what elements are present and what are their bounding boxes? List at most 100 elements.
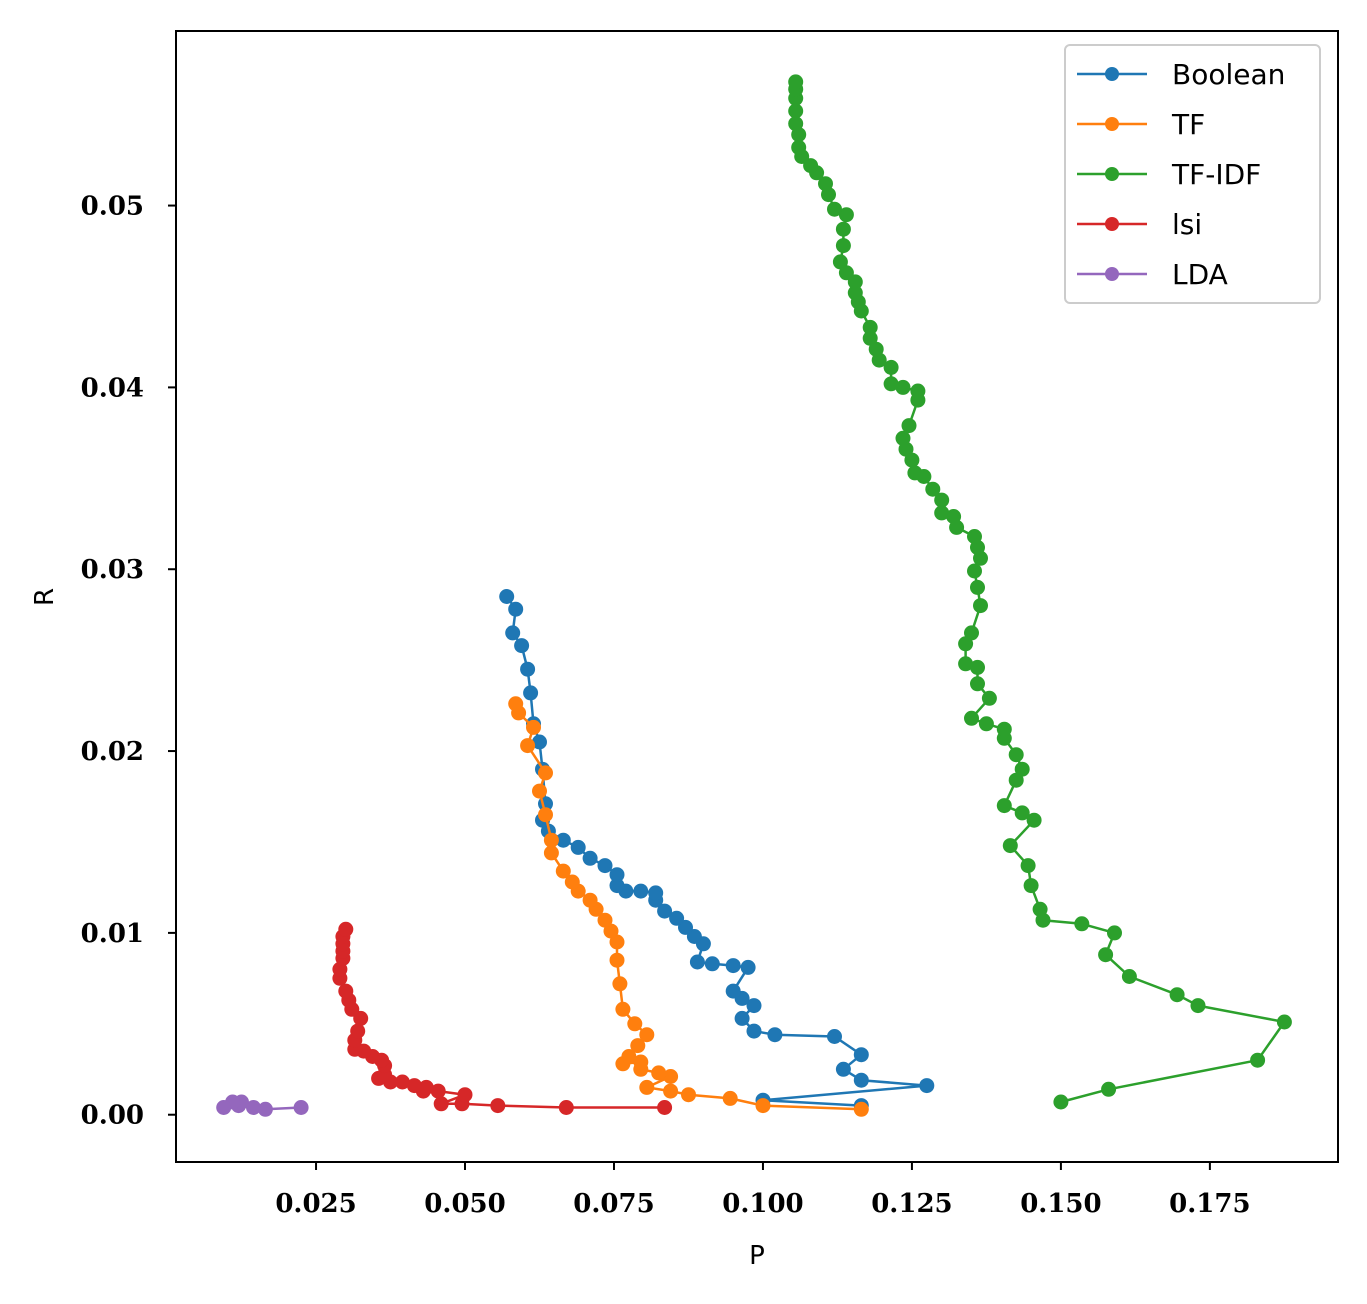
data-point-tf-idf [925, 481, 941, 497]
legend-marker [1105, 267, 1119, 281]
data-point-tf [627, 1016, 643, 1032]
data-point-tf-idf [1002, 838, 1018, 854]
data-point-tf-idf [1014, 761, 1030, 777]
legend-marker [1105, 67, 1119, 81]
data-point-tf-idf [967, 563, 982, 579]
data-point-tf [639, 1079, 655, 1095]
data-point-boolean [609, 878, 625, 894]
data-point-tf-idf [832, 254, 848, 270]
data-point-tf [633, 1054, 649, 1070]
data-point-lsi [490, 1098, 506, 1114]
x-tick-label: 0.050 [424, 1189, 505, 1219]
data-point-tf-idf [970, 579, 985, 595]
data-point-boolean [523, 685, 539, 701]
data-point-lsi [457, 1087, 473, 1103]
x-tick-label: 0.025 [275, 1189, 356, 1219]
data-point-lda [216, 1100, 232, 1115]
data-point-tf [526, 719, 541, 735]
data-point-tf-idf [1023, 878, 1039, 894]
data-point-tf-idf [964, 625, 979, 641]
y-axis: 0.00 0.01 0.02 0.03 0.04 0.05 [81, 192, 176, 1131]
data-point-tf [722, 1090, 738, 1106]
data-point-tf [564, 874, 580, 890]
legend-marker [1105, 117, 1119, 131]
data-point-tf-idf [958, 656, 974, 672]
series-line-tf [514, 703, 862, 1111]
legend-label: Boolean [1172, 58, 1285, 91]
data-point-tf [538, 807, 553, 823]
data-point-boolean [597, 858, 613, 874]
data-point-lsi [338, 983, 354, 999]
y-tick-label: 0.00 [81, 1101, 144, 1131]
data-point-lsi [657, 1100, 673, 1115]
data-point-tf [615, 1001, 631, 1017]
data-point-tf [755, 1098, 771, 1114]
data-point-tf [853, 1101, 869, 1117]
data-point-tf-idf [978, 716, 994, 732]
data-point-boolean [633, 883, 649, 899]
legend-item-lda: LDA [1077, 258, 1228, 291]
data-point-tf [651, 1065, 667, 1081]
data-point-tf [621, 1049, 637, 1064]
data-point-tf-idf [788, 103, 804, 119]
data-point-tf-idf [791, 139, 807, 155]
data-point-tf [543, 845, 559, 861]
data-point-tf [582, 892, 598, 908]
series-lsi [332, 921, 673, 1115]
data-point-tf-idf [838, 207, 854, 223]
data-point-tf-idf [964, 710, 979, 726]
data-point-lsi [433, 1096, 449, 1112]
data-point-lsi [430, 1083, 446, 1099]
data-point-boolean [734, 1010, 750, 1026]
data-point-tf-idf [847, 285, 863, 301]
legend-item-lsi: lsi [1077, 208, 1202, 241]
legend-item-tf-idf: TF-IDF [1077, 158, 1261, 191]
series-tf-idf [788, 74, 1292, 1110]
data-point-tf-idf [907, 465, 923, 481]
data-point-boolean [520, 661, 536, 677]
legend-label: lsi [1172, 208, 1202, 241]
data-point-tf [532, 783, 547, 799]
data-point-tf-idf [835, 221, 851, 237]
legend-marker [1105, 167, 1119, 181]
data-point-lda [246, 1100, 261, 1115]
legend-label: LDA [1172, 258, 1228, 291]
data-point-tf [520, 738, 536, 754]
data-point-tf [597, 912, 613, 928]
series-line-boolean [505, 595, 929, 1107]
legend-item-tf: TF [1077, 108, 1205, 141]
data-point-tf-idf [1032, 901, 1048, 917]
data-point-tf-idf [996, 798, 1012, 814]
legend-box [1064, 44, 1321, 304]
x-tick-label: 0.100 [722, 1189, 803, 1219]
series-lda [216, 1094, 309, 1117]
data-point-boolean [514, 638, 530, 654]
data-point-boolean [532, 734, 547, 750]
data-point-tf-idf [1098, 947, 1114, 963]
data-point-boolean [657, 903, 673, 919]
data-point-boolean [609, 867, 625, 883]
data-point-tf-idf [1053, 1094, 1069, 1110]
y-tick-label: 0.03 [81, 555, 144, 585]
data-point-boolean [853, 1072, 869, 1088]
data-point-tf-idf [788, 116, 804, 132]
data-point-tf-idf [1121, 969, 1137, 984]
data-point-lda [257, 1101, 273, 1117]
data-point-lsi [338, 921, 354, 937]
data-point-tf [663, 1083, 679, 1099]
data-point-lsi [394, 1074, 410, 1090]
data-point-tf-idf [788, 74, 804, 90]
x-tick-label: 0.075 [573, 1189, 654, 1219]
data-point-boolean [505, 625, 521, 641]
y-tick-label: 0.02 [81, 737, 144, 767]
y-tick-label: 0.04 [81, 373, 144, 403]
data-point-boolean [725, 983, 741, 999]
data-point-tf-idf [1250, 1052, 1266, 1068]
series-boolean [499, 589, 935, 1114]
x-tick-label: 0.150 [1020, 1189, 1101, 1219]
data-point-boolean [767, 1027, 783, 1043]
data-point-tf-idf [883, 376, 899, 392]
data-point-tf-idf [1107, 925, 1122, 941]
data-point-lda [293, 1100, 309, 1115]
